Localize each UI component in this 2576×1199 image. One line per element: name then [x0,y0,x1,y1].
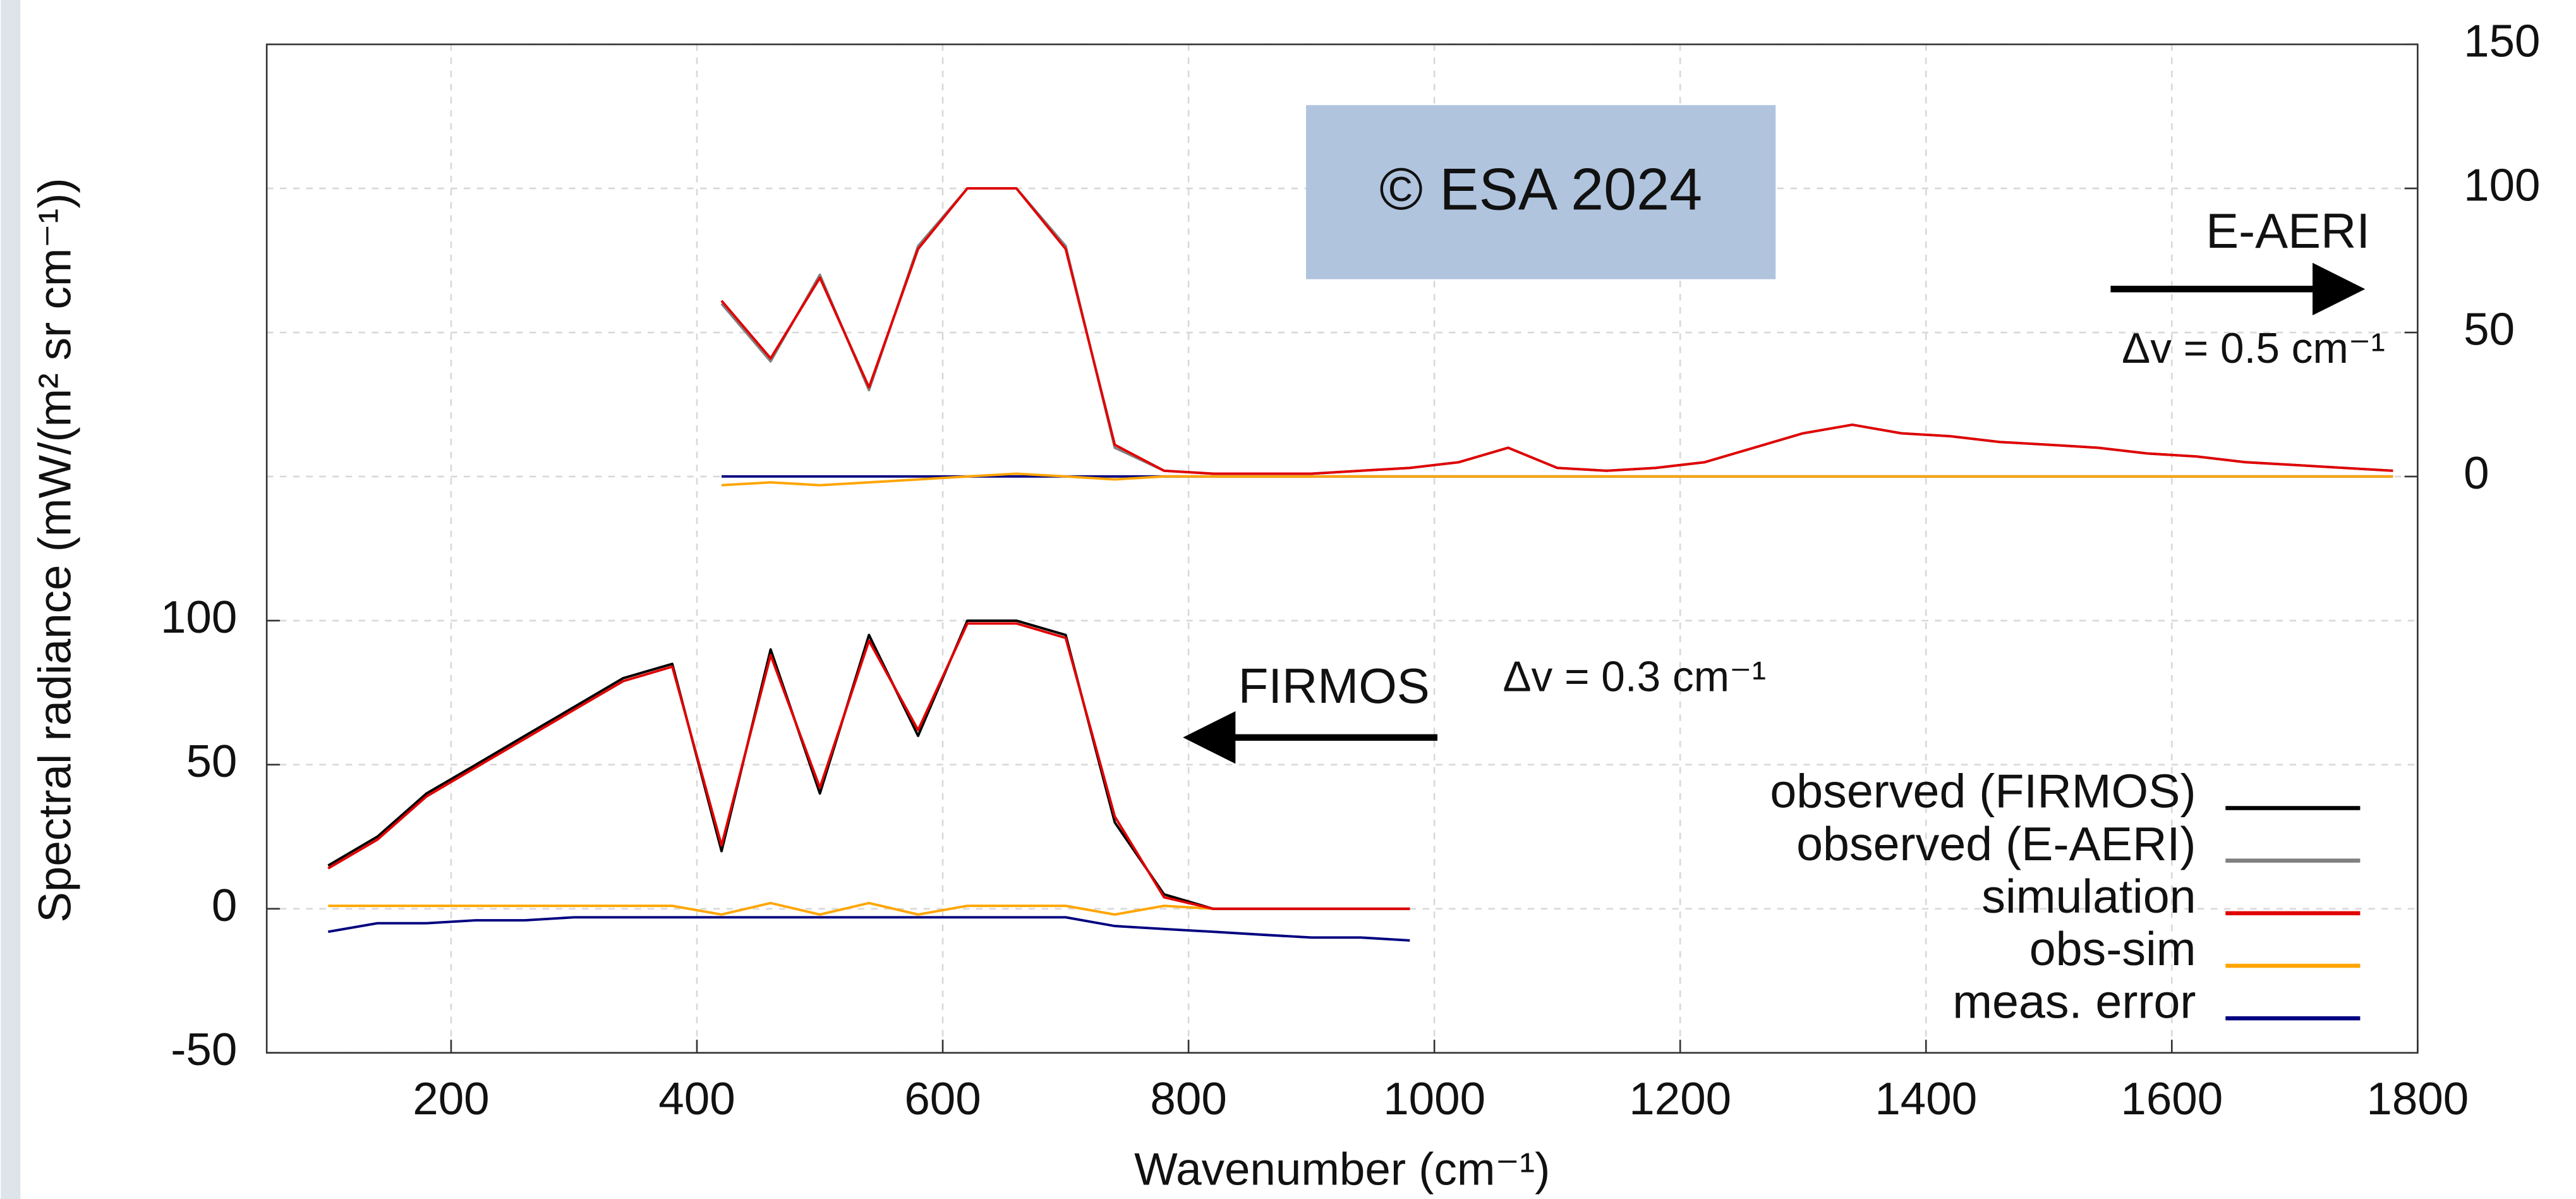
x-tick-label: 1000 [1383,1073,1485,1124]
annotation: FIRMOS [1238,658,1430,714]
y-tick-label: 0 [212,880,237,931]
plot [327,187,2393,942]
series-line [720,187,2393,475]
x-axis-title: Wavenumber (cm⁻¹) [1134,1144,1550,1195]
y-axis-title: Spectral radiance (mW/(m² sr cm⁻¹)) [29,178,80,922]
x-tick-label: 200 [413,1073,489,1124]
x-tick-label: 1400 [1875,1073,1977,1124]
legend-label: simulation [1981,870,2196,923]
y-tick-label: 50 [186,736,237,787]
y-tick-label: 100 [160,592,237,643]
annotation: E-AERI [2206,203,2370,259]
annotation: Δv = 0.3 cm⁻¹ [1503,654,1766,701]
legend: observed (FIRMOS)observed (E-AERI)simula… [1770,765,2361,1028]
watermark-box [1306,105,1776,279]
x-tick-label: 800 [1150,1073,1226,1124]
y2-tick-label: 100 [2464,159,2540,210]
series-line [328,916,1410,942]
x-tick-label: 600 [904,1073,981,1124]
annotation: Δv = 0.5 cm⁻¹ [2122,325,2385,372]
series-line [327,622,1410,910]
x-tick-label: 1800 [2366,1073,2469,1124]
legend-label: meas. error [1952,975,2196,1028]
x-tick-label: 1200 [1629,1073,1731,1124]
watermark: © ESA 2024 [1379,155,1702,222]
y2-tick-label: 50 [2464,303,2515,355]
y2-tick-label: 150 [2464,15,2540,66]
plot-frame [265,43,2419,1054]
legend-label: observed (FIRMOS) [1770,765,2196,818]
series-line [721,472,2393,487]
background-strip [1,0,21,1199]
y2-tick-label: 0 [2464,447,2489,499]
x-tick-label: 1600 [2120,1073,2223,1124]
legend-label: obs-sim [2029,922,2196,975]
x-tick-label: 400 [658,1073,735,1124]
y-tick-label: -50 [171,1024,237,1075]
legend-label: observed (E-AERI) [1796,817,2196,870]
